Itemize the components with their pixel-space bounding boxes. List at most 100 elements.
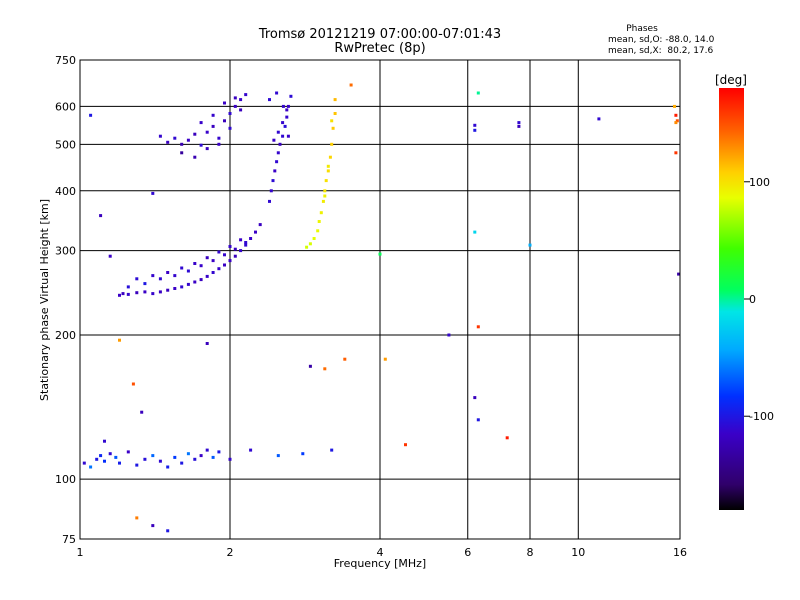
data-point (166, 140, 170, 144)
stats-heading: Phases (626, 24, 658, 34)
colorbar-ticks: 100 0 -100 (744, 176, 774, 423)
data-point (103, 439, 106, 443)
data-point (597, 117, 601, 121)
data-point (166, 288, 170, 292)
data-point (333, 98, 337, 102)
data-point (244, 93, 248, 97)
data-point (333, 112, 337, 115)
data-point (254, 230, 257, 234)
x-tick-label: 8 (527, 546, 534, 559)
data-point (158, 290, 162, 294)
data-point (199, 454, 203, 458)
data-point (312, 237, 316, 240)
data-point (343, 357, 347, 361)
data-point (114, 455, 118, 459)
data-point (166, 271, 170, 274)
data-point (273, 169, 277, 173)
data-point (223, 263, 226, 267)
data-point (199, 264, 203, 268)
data-point (323, 367, 327, 371)
x-tick-label: 10 (571, 546, 585, 559)
data-point (308, 364, 312, 368)
data-point (118, 293, 121, 297)
data-point (166, 465, 170, 469)
data-point (321, 199, 325, 203)
data-point (89, 113, 93, 117)
data-point (473, 396, 477, 400)
data-point (275, 160, 279, 164)
data-point (281, 134, 285, 138)
data-point (205, 342, 209, 345)
data-point (673, 104, 676, 108)
data-point (505, 436, 509, 440)
data-point (228, 112, 232, 115)
data-point (173, 287, 177, 290)
data-point (118, 338, 121, 342)
data-point (476, 325, 480, 329)
data-point (99, 454, 103, 458)
data-point (258, 223, 262, 227)
stats-x-mode: mean, sd,X: 80.2, 17.6 (608, 46, 714, 56)
data-point (276, 151, 280, 155)
data-point (211, 259, 215, 263)
data-point (186, 282, 190, 286)
x-tick-label: 16 (673, 546, 687, 559)
data-point (317, 220, 321, 223)
data-point (193, 262, 197, 265)
data-point (308, 242, 312, 246)
data-point (173, 136, 177, 140)
data-point (143, 457, 147, 461)
data-point (330, 142, 334, 146)
data-point (528, 243, 532, 247)
chart-subtitle: RwPretec (8p) (334, 41, 425, 56)
data-point (272, 138, 276, 142)
data-point (99, 214, 103, 218)
data-point (517, 121, 521, 125)
axis-ticks: 1 2 4 6 8 10 16 75 100 200 300 400 500 600 750 (55, 54, 687, 559)
data-point (276, 454, 280, 458)
data-point (199, 143, 203, 147)
data-point (283, 124, 287, 128)
data-point (126, 450, 130, 454)
data-point (82, 461, 86, 465)
data-point (268, 98, 271, 102)
data-point (89, 465, 93, 469)
data-point (217, 450, 221, 454)
data-point (205, 147, 209, 151)
data-point (108, 452, 112, 456)
data-point (158, 459, 162, 463)
data-point (193, 280, 197, 284)
data-point (476, 418, 480, 422)
data-point (674, 151, 678, 155)
data-point (95, 457, 99, 461)
data-point (228, 126, 232, 130)
y-tick-label: 300 (55, 245, 76, 258)
y-tick-label: 500 (55, 138, 76, 151)
data-point (173, 455, 177, 459)
data-point (180, 151, 184, 155)
data-point (326, 169, 330, 173)
data-point (404, 443, 407, 447)
data-point (211, 455, 215, 459)
data-point (193, 132, 197, 136)
data-point (473, 128, 477, 132)
data-point (151, 292, 155, 296)
data-point (328, 155, 332, 159)
data-point (239, 238, 243, 242)
data-point (186, 269, 190, 273)
data-point (193, 457, 197, 461)
data-point (276, 130, 280, 134)
data-points (82, 83, 681, 533)
data-point (217, 142, 221, 146)
data-point (244, 241, 248, 244)
data-point (151, 274, 155, 278)
data-point (233, 247, 237, 251)
data-point (286, 134, 290, 138)
data-point (166, 529, 170, 533)
data-point (286, 104, 290, 108)
data-point (223, 101, 226, 105)
data-point (151, 454, 155, 458)
data-point (135, 291, 139, 295)
x-tick-label: 4 (377, 546, 384, 559)
data-point (285, 115, 289, 119)
